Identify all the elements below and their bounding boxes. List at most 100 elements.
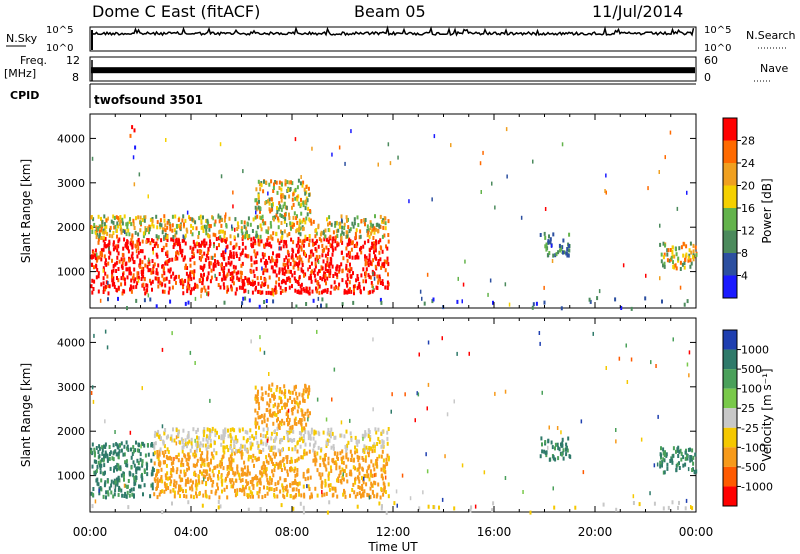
- scatter-cell: [171, 257, 174, 262]
- scatter-cell: [169, 471, 172, 475]
- scatter-cell: [243, 220, 246, 225]
- scatter-cell: [346, 277, 349, 282]
- scatter-cell: [229, 445, 232, 450]
- scatter-cell: [128, 219, 131, 224]
- scatter-cell: [256, 276, 259, 281]
- scatter-cell: [324, 253, 327, 258]
- scatter-cell: [364, 274, 367, 279]
- scatter-cell: [151, 471, 154, 476]
- scatter-cell: [328, 221, 331, 226]
- scatter-cell: [245, 448, 248, 453]
- scatter-cell: [357, 476, 360, 481]
- scatter-cell: [271, 236, 274, 241]
- scatter-cell: [136, 281, 139, 286]
- scatter-cell: [549, 240, 552, 245]
- scatter-cell: [107, 261, 110, 266]
- scatter-cell: [241, 279, 244, 283]
- scatter-cell: [242, 169, 244, 174]
- scatter-cell: [141, 461, 144, 466]
- scatter-cell: [547, 445, 549, 450]
- scatter-cell: [209, 475, 212, 480]
- scatter-cell: [281, 485, 284, 490]
- scatter-cell: [328, 471, 331, 476]
- scatter-cell: [248, 234, 251, 239]
- scatter-cell: [343, 288, 346, 293]
- scatter-cell: [135, 475, 138, 480]
- scatter-cell: [693, 470, 696, 475]
- scatter-cell: [94, 230, 97, 235]
- scatter-cell: [350, 458, 353, 462]
- scatter-cell: [264, 464, 267, 469]
- scatter-cell: [106, 457, 109, 462]
- scatter-cell: [144, 453, 147, 458]
- scatter-cell: [133, 279, 136, 284]
- freq-label: Freq.: [20, 54, 47, 67]
- scatter-cell: [177, 218, 180, 222]
- scatter-cell: [150, 483, 153, 488]
- scatter-cell: [256, 233, 259, 238]
- scatter-cell: [339, 221, 342, 226]
- scatter-cell: [241, 468, 244, 473]
- scatter-cell: [136, 242, 139, 247]
- scatter-cell: [377, 278, 380, 283]
- scatter-cell: [330, 257, 333, 262]
- scatter-cell: [205, 472, 208, 477]
- scatter-cell: [487, 292, 489, 297]
- scatter-cell: [184, 438, 187, 443]
- scatter-cell: [292, 202, 295, 207]
- scatter-cell: [262, 189, 265, 194]
- scatter-cell: [302, 226, 305, 231]
- scatter-cell: [141, 239, 144, 244]
- scatter-cell: [346, 218, 348, 223]
- scatter-cell: [360, 273, 363, 278]
- scatter-cell: [272, 292, 275, 297]
- scatter-cell: [264, 494, 267, 498]
- scatter-cell: [172, 427, 174, 432]
- scatter-cell: [349, 262, 351, 267]
- scatter-cell: [296, 449, 299, 454]
- scatter-cell: [169, 482, 172, 487]
- scatter-cell: [160, 477, 163, 482]
- scatter-cell: [199, 457, 202, 461]
- scatter-cell: [647, 186, 649, 191]
- scatter-cell: [112, 494, 115, 499]
- scatter-cell: [331, 264, 334, 269]
- scatter-cell: [230, 456, 233, 461]
- scatter-cell: [234, 265, 237, 270]
- scatter-cell: [102, 238, 105, 243]
- scatter-cell: [675, 468, 678, 473]
- scatter-cell: [329, 234, 332, 239]
- scatter-cell: [315, 255, 318, 260]
- scatter-cell: [125, 243, 128, 248]
- scatter-cell: [386, 280, 389, 285]
- scatter-cell: [146, 443, 149, 447]
- scatter-cell: [220, 457, 223, 462]
- scatter-cell: [159, 218, 162, 223]
- scatter-cell: [165, 463, 168, 468]
- scatter-cell: [382, 440, 385, 445]
- scatter-cell: [90, 449, 93, 454]
- scatter-cell: [205, 231, 208, 236]
- scatter-cell: [106, 490, 109, 495]
- scatter-cell: [183, 442, 186, 447]
- scatter-cell: [346, 242, 349, 247]
- scatter-cell: [172, 235, 175, 239]
- scatter-cell: [247, 507, 250, 512]
- scatter-cell: [369, 290, 371, 295]
- scatter-cell: [305, 451, 308, 456]
- scatter-cell: [288, 216, 291, 221]
- scatter-cell: [128, 493, 131, 498]
- scatter-cell: [266, 477, 269, 482]
- scatter-cell: [104, 225, 107, 230]
- scatter-cell: [308, 192, 311, 197]
- scatter-cell: [302, 287, 305, 291]
- scatter-cell: [324, 271, 326, 276]
- scatter-cell: [275, 413, 278, 418]
- scatter-cell: [211, 483, 214, 488]
- scatter-cell: [249, 494, 252, 499]
- scatter-cell: [268, 275, 271, 280]
- scatter-cell: [163, 214, 166, 219]
- scatter-cell: [202, 277, 204, 282]
- scatter-cell: [336, 275, 339, 280]
